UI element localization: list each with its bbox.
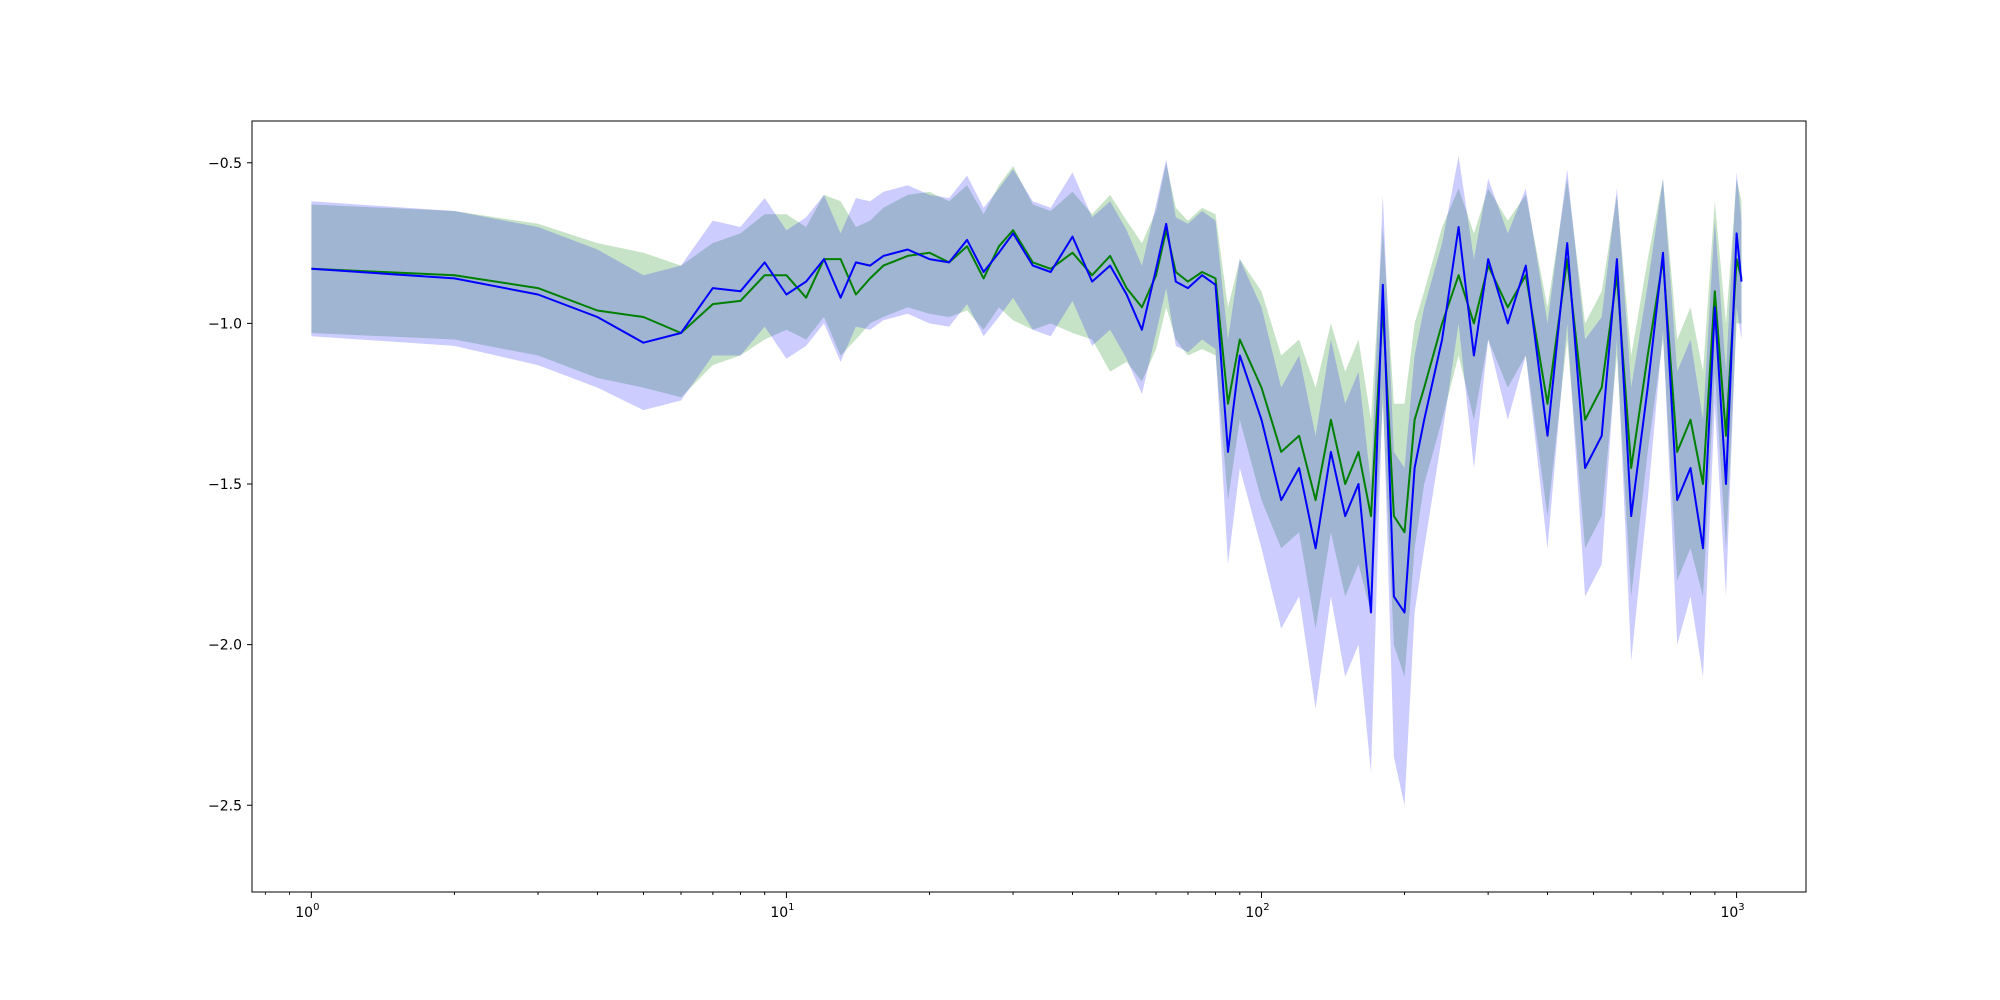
y-tick-label: −0.5 (208, 156, 242, 172)
series-1-line (311, 229, 1743, 534)
series-group (311, 156, 1743, 806)
y-tick-label: −1.5 (208, 477, 242, 493)
series-2-line (311, 222, 1743, 614)
x-tick-label-exponent: 1 (788, 902, 794, 913)
y-tick-label: −2.0 (208, 638, 242, 654)
x-tick-label-exponent: 3 (1738, 902, 1744, 913)
y-tick-label: −2.5 (208, 798, 242, 814)
plot-area (311, 156, 1743, 806)
axes-frame (251, 120, 1807, 893)
y-tick-label: −1.0 (208, 316, 242, 332)
x-tick-label-exponent: 2 (1263, 902, 1269, 913)
x-tick-label-exponent: 0 (313, 902, 319, 913)
